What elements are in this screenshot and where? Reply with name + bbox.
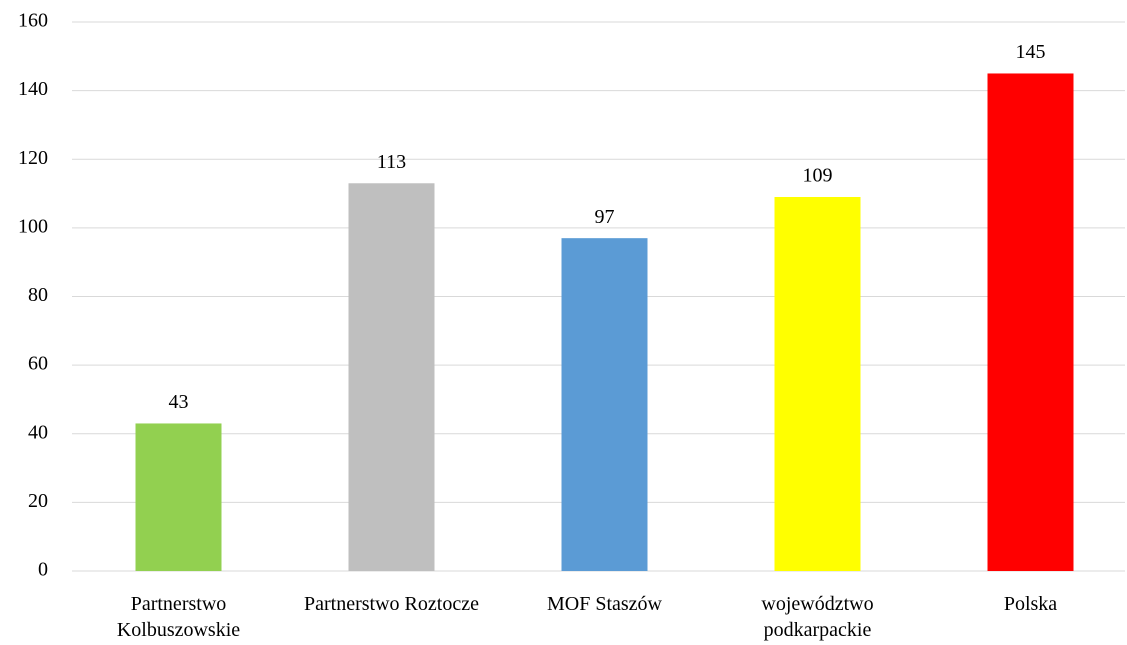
- y-tick-label: 0: [38, 559, 48, 581]
- data-label: 43: [169, 391, 189, 413]
- y-tick-label: 20: [28, 490, 48, 512]
- y-tick-label: 160: [18, 10, 48, 32]
- y-tick-label: 100: [18, 215, 48, 237]
- x-tick-label: Partnerstwo Kolbuszowskie: [116, 593, 241, 641]
- bar: [348, 183, 435, 572]
- data-label: 113: [377, 151, 406, 173]
- bar: [561, 238, 648, 571]
- bar: [987, 73, 1074, 571]
- y-tick-label: 60: [28, 353, 48, 375]
- bar: [135, 423, 222, 571]
- data-label: 97: [595, 206, 615, 228]
- data-label: 145: [1016, 41, 1046, 63]
- x-tick-label: województwo podkarpackie: [761, 593, 874, 641]
- data-label: 109: [803, 165, 833, 187]
- y-tick-label: 80: [28, 284, 48, 306]
- y-tick-label: 140: [18, 78, 48, 100]
- x-tick-label: Partnerstwo Roztocze: [304, 593, 479, 615]
- bar: [774, 196, 861, 571]
- y-tick-label: 120: [18, 147, 48, 169]
- x-tick-label: Polska: [1003, 593, 1058, 615]
- y-tick-label: 40: [28, 421, 48, 443]
- x-tick-label: MOF Staszów: [546, 593, 662, 615]
